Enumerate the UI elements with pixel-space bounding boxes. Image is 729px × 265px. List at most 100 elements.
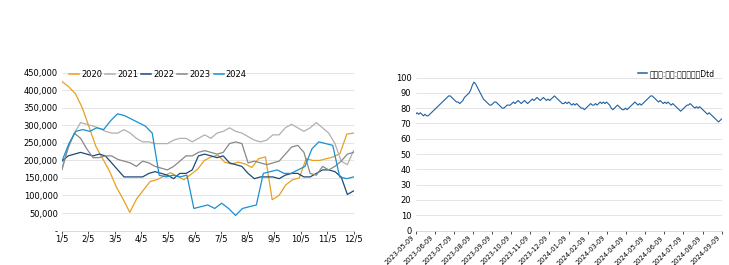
- 2021: [337, 160, 346, 163]
- 2022: [132, 175, 141, 179]
- 2020: [160, 175, 168, 178]
- 2020: [98, 157, 107, 160]
- 2021: [70, 131, 79, 135]
- Legend: 2020, 2021, 2022, 2023, 2024: 2020, 2021, 2022, 2023, 2024: [66, 67, 249, 82]
- 2021: [243, 135, 252, 138]
- 2024: [259, 172, 268, 175]
- 2023: [250, 160, 259, 163]
- 2023: [231, 140, 240, 143]
- 2021: [231, 130, 240, 133]
- 2021: [82, 123, 91, 126]
- 2023: [132, 165, 141, 168]
- 2020: [119, 197, 128, 201]
- 2022: [82, 153, 91, 156]
- 2023: [337, 160, 346, 163]
- 2022: [77, 151, 85, 154]
- 2022: [256, 175, 265, 179]
- 2024: [141, 125, 149, 128]
- 2023: [120, 160, 128, 163]
- 2020: [193, 167, 202, 171]
- 2022: [213, 156, 222, 159]
- 2020: [78, 106, 87, 109]
- Line: 2024: 2024: [62, 114, 354, 215]
- 2020: [343, 132, 351, 136]
- 2020: [227, 162, 236, 166]
- 2022: [70, 153, 79, 156]
- 2020: [268, 198, 276, 201]
- 2023: [206, 151, 215, 154]
- 2021: [262, 139, 271, 142]
- 2023: [95, 156, 104, 159]
- 2024: [335, 175, 344, 179]
- 2024: [294, 168, 303, 171]
- 2023: [262, 163, 271, 166]
- 2021: [126, 131, 135, 135]
- 2023: [144, 161, 153, 165]
- 2020: [105, 169, 114, 173]
- 2020: [234, 161, 243, 164]
- 2020: [146, 180, 155, 183]
- 2020: [315, 159, 324, 162]
- 2024: [273, 168, 281, 171]
- 2021: [256, 140, 265, 143]
- 2021: [206, 137, 215, 140]
- 2020: [261, 155, 270, 158]
- 2024: [342, 177, 351, 180]
- 2023: [318, 165, 327, 168]
- 2021: [287, 123, 296, 126]
- 2023: [139, 160, 147, 163]
- 2023: [114, 158, 122, 161]
- 2023: [219, 151, 227, 154]
- 2023: [157, 167, 165, 170]
- 2024: [245, 205, 254, 208]
- 2023: [225, 142, 234, 145]
- 2021: [157, 142, 165, 145]
- 2021: [89, 125, 98, 128]
- 2021: [300, 130, 308, 133]
- 2021: [176, 137, 184, 140]
- 2022: [219, 154, 227, 157]
- 2024: [148, 131, 157, 135]
- 2020: [132, 197, 141, 201]
- 2022: [157, 172, 165, 175]
- 2023: [151, 165, 160, 168]
- 2023: [256, 161, 265, 165]
- 2023: [163, 168, 172, 171]
- 2023: [70, 131, 79, 135]
- 2021: [324, 131, 333, 135]
- 2023: [89, 156, 98, 159]
- 2020: [139, 189, 148, 192]
- 2023: [169, 165, 178, 168]
- Text: 图4：Dtd Brent（美元/桶）: 图4：Dtd Brent（美元/桶）: [377, 14, 511, 27]
- Line: 2021: 2021: [62, 123, 354, 168]
- 2022: [95, 153, 104, 156]
- 2021: [114, 131, 122, 135]
- 2022: [206, 154, 215, 157]
- Line: 2022: 2022: [62, 152, 354, 195]
- 2021: [120, 128, 128, 131]
- 2023: [77, 137, 85, 140]
- 2023: [200, 149, 209, 152]
- 2024: [238, 207, 247, 210]
- 2023: [349, 151, 358, 154]
- 2021: [77, 121, 85, 124]
- 2021: [312, 121, 321, 124]
- 2021: [151, 142, 160, 145]
- 2024: [162, 175, 171, 179]
- 2021: [188, 140, 197, 143]
- 2024: [349, 175, 358, 179]
- 2020: [302, 157, 311, 160]
- 2021: [330, 142, 339, 145]
- 2023: [305, 172, 314, 175]
- 2024: [190, 207, 198, 210]
- 2024: [252, 203, 261, 206]
- 2023: [275, 160, 284, 163]
- 2020: [64, 85, 73, 89]
- 2024: [196, 205, 205, 208]
- 2021: [213, 131, 222, 135]
- 2022: [114, 168, 122, 171]
- 2023: [324, 168, 333, 171]
- 2020: [335, 152, 344, 155]
- 2020: [322, 157, 331, 160]
- 2024: [231, 214, 240, 217]
